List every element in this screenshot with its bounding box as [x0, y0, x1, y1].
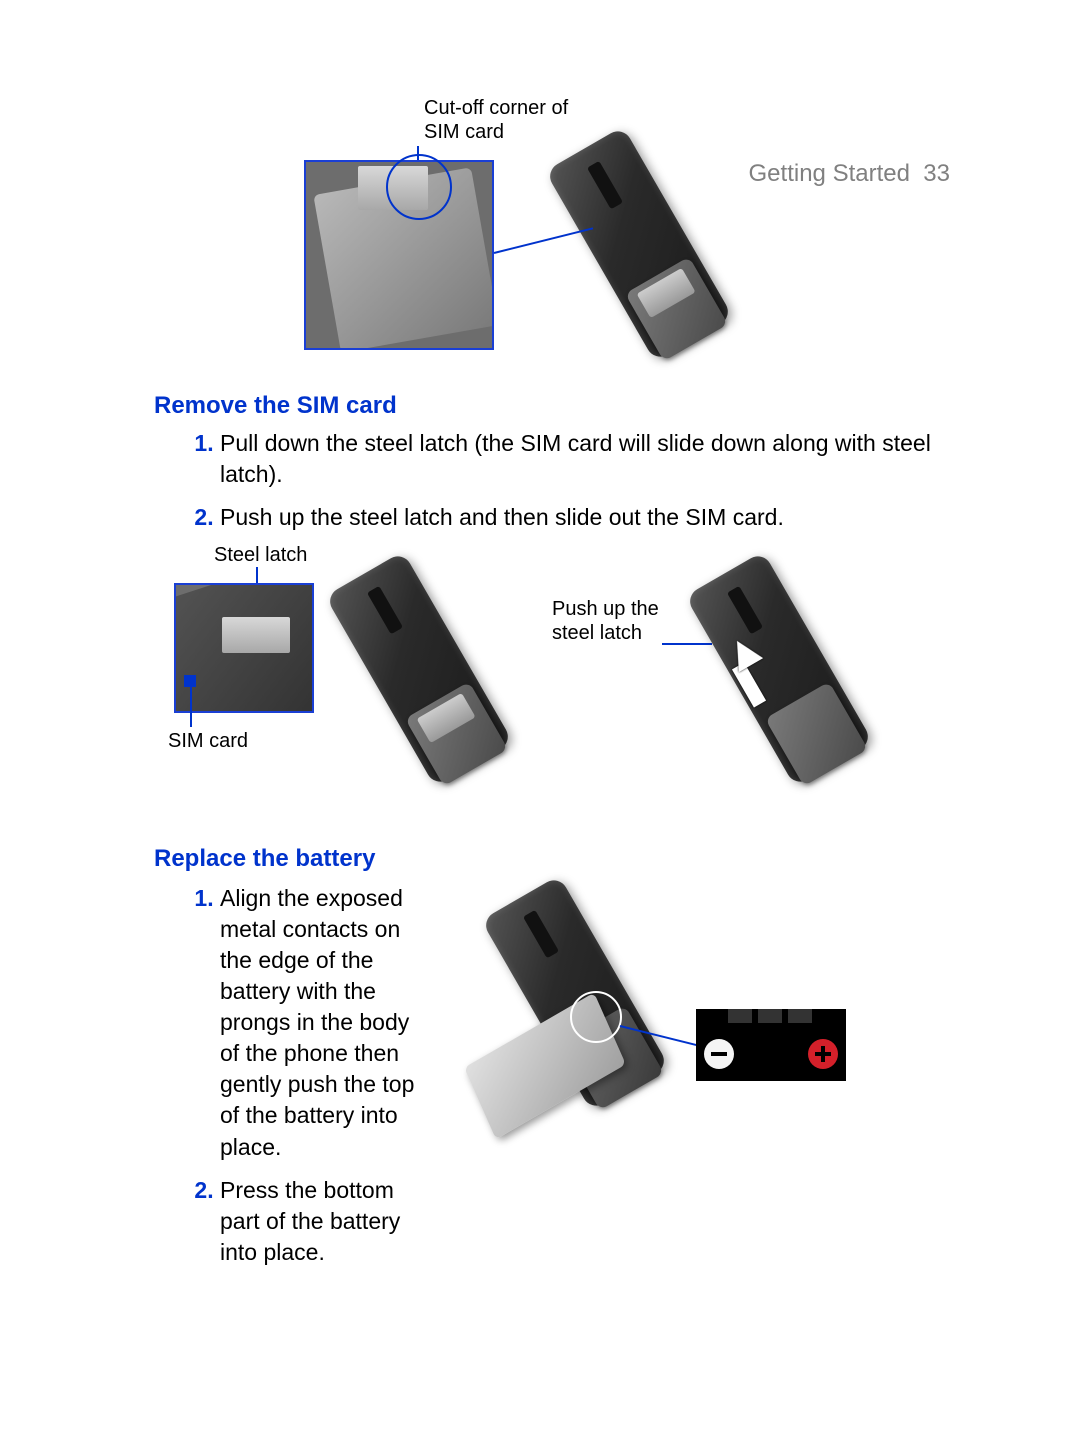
step-text: Press the bottom part of the battery int… — [220, 1177, 400, 1265]
callout-text: Steel latch — [214, 544, 307, 566]
figure-replace-battery — [420, 883, 1080, 1143]
leader-line — [494, 227, 593, 254]
callout-square-icon — [184, 675, 196, 687]
section-title-text: Remove the SIM card — [154, 392, 397, 419]
callout-text: Push up the steel latch — [552, 598, 659, 644]
phone-illustration — [685, 551, 873, 787]
section-title-text: Replace the battery — [154, 845, 375, 872]
figure-remove-sim: Steel latch SIM card Push up the steel l… — [154, 547, 1080, 807]
steps-replace-battery: Align the exposed metal contacts on the … — [190, 883, 420, 1268]
step-item: Pull down the steel latch (the SIM card … — [220, 428, 960, 490]
callout-steel-latch: Steel latch — [214, 543, 307, 567]
callout-sim-card: SIM card — [168, 729, 248, 753]
steps-remove-sim: Pull down the steel latch (the SIM card … — [190, 428, 960, 533]
leader-line — [417, 146, 419, 160]
step-text: Push up the steel latch and then slide o… — [220, 504, 784, 530]
section-title-replace-battery: Replace the battery — [154, 845, 1080, 873]
step-item: Align the exposed metal contacts on the … — [220, 883, 420, 1162]
plus-terminal-icon — [808, 1039, 838, 1069]
callout-circle-icon — [570, 991, 622, 1043]
step-text: Align the exposed metal contacts on the … — [220, 885, 414, 1159]
step-item: Push up the steel latch and then slide o… — [220, 502, 960, 533]
callout-cutoff-text: Cut-off corner of SIM card — [424, 97, 568, 143]
battery-contacts-detail — [696, 1009, 846, 1081]
leader-line — [190, 687, 192, 727]
callout-cutoff-corner: Cut-off corner of SIM card — [424, 96, 594, 144]
zoom-steel-latch — [174, 583, 314, 713]
step-text: Pull down the steel latch (the SIM card … — [220, 430, 931, 487]
minus-terminal-icon — [704, 1039, 734, 1069]
callout-push-up: Push up the steel latch — [552, 597, 672, 645]
phone-illustration — [325, 551, 513, 787]
phone-illustration — [545, 126, 733, 362]
section-title-remove-sim: Remove the SIM card — [154, 392, 1080, 420]
step-item: Press the bottom part of the battery int… — [220, 1175, 420, 1268]
leader-line — [662, 643, 712, 645]
callout-circle-icon — [386, 154, 452, 220]
callout-text: SIM card — [168, 730, 248, 752]
figure-sim-cutoff: Cut-off corner of SIM card — [154, 104, 1080, 384]
